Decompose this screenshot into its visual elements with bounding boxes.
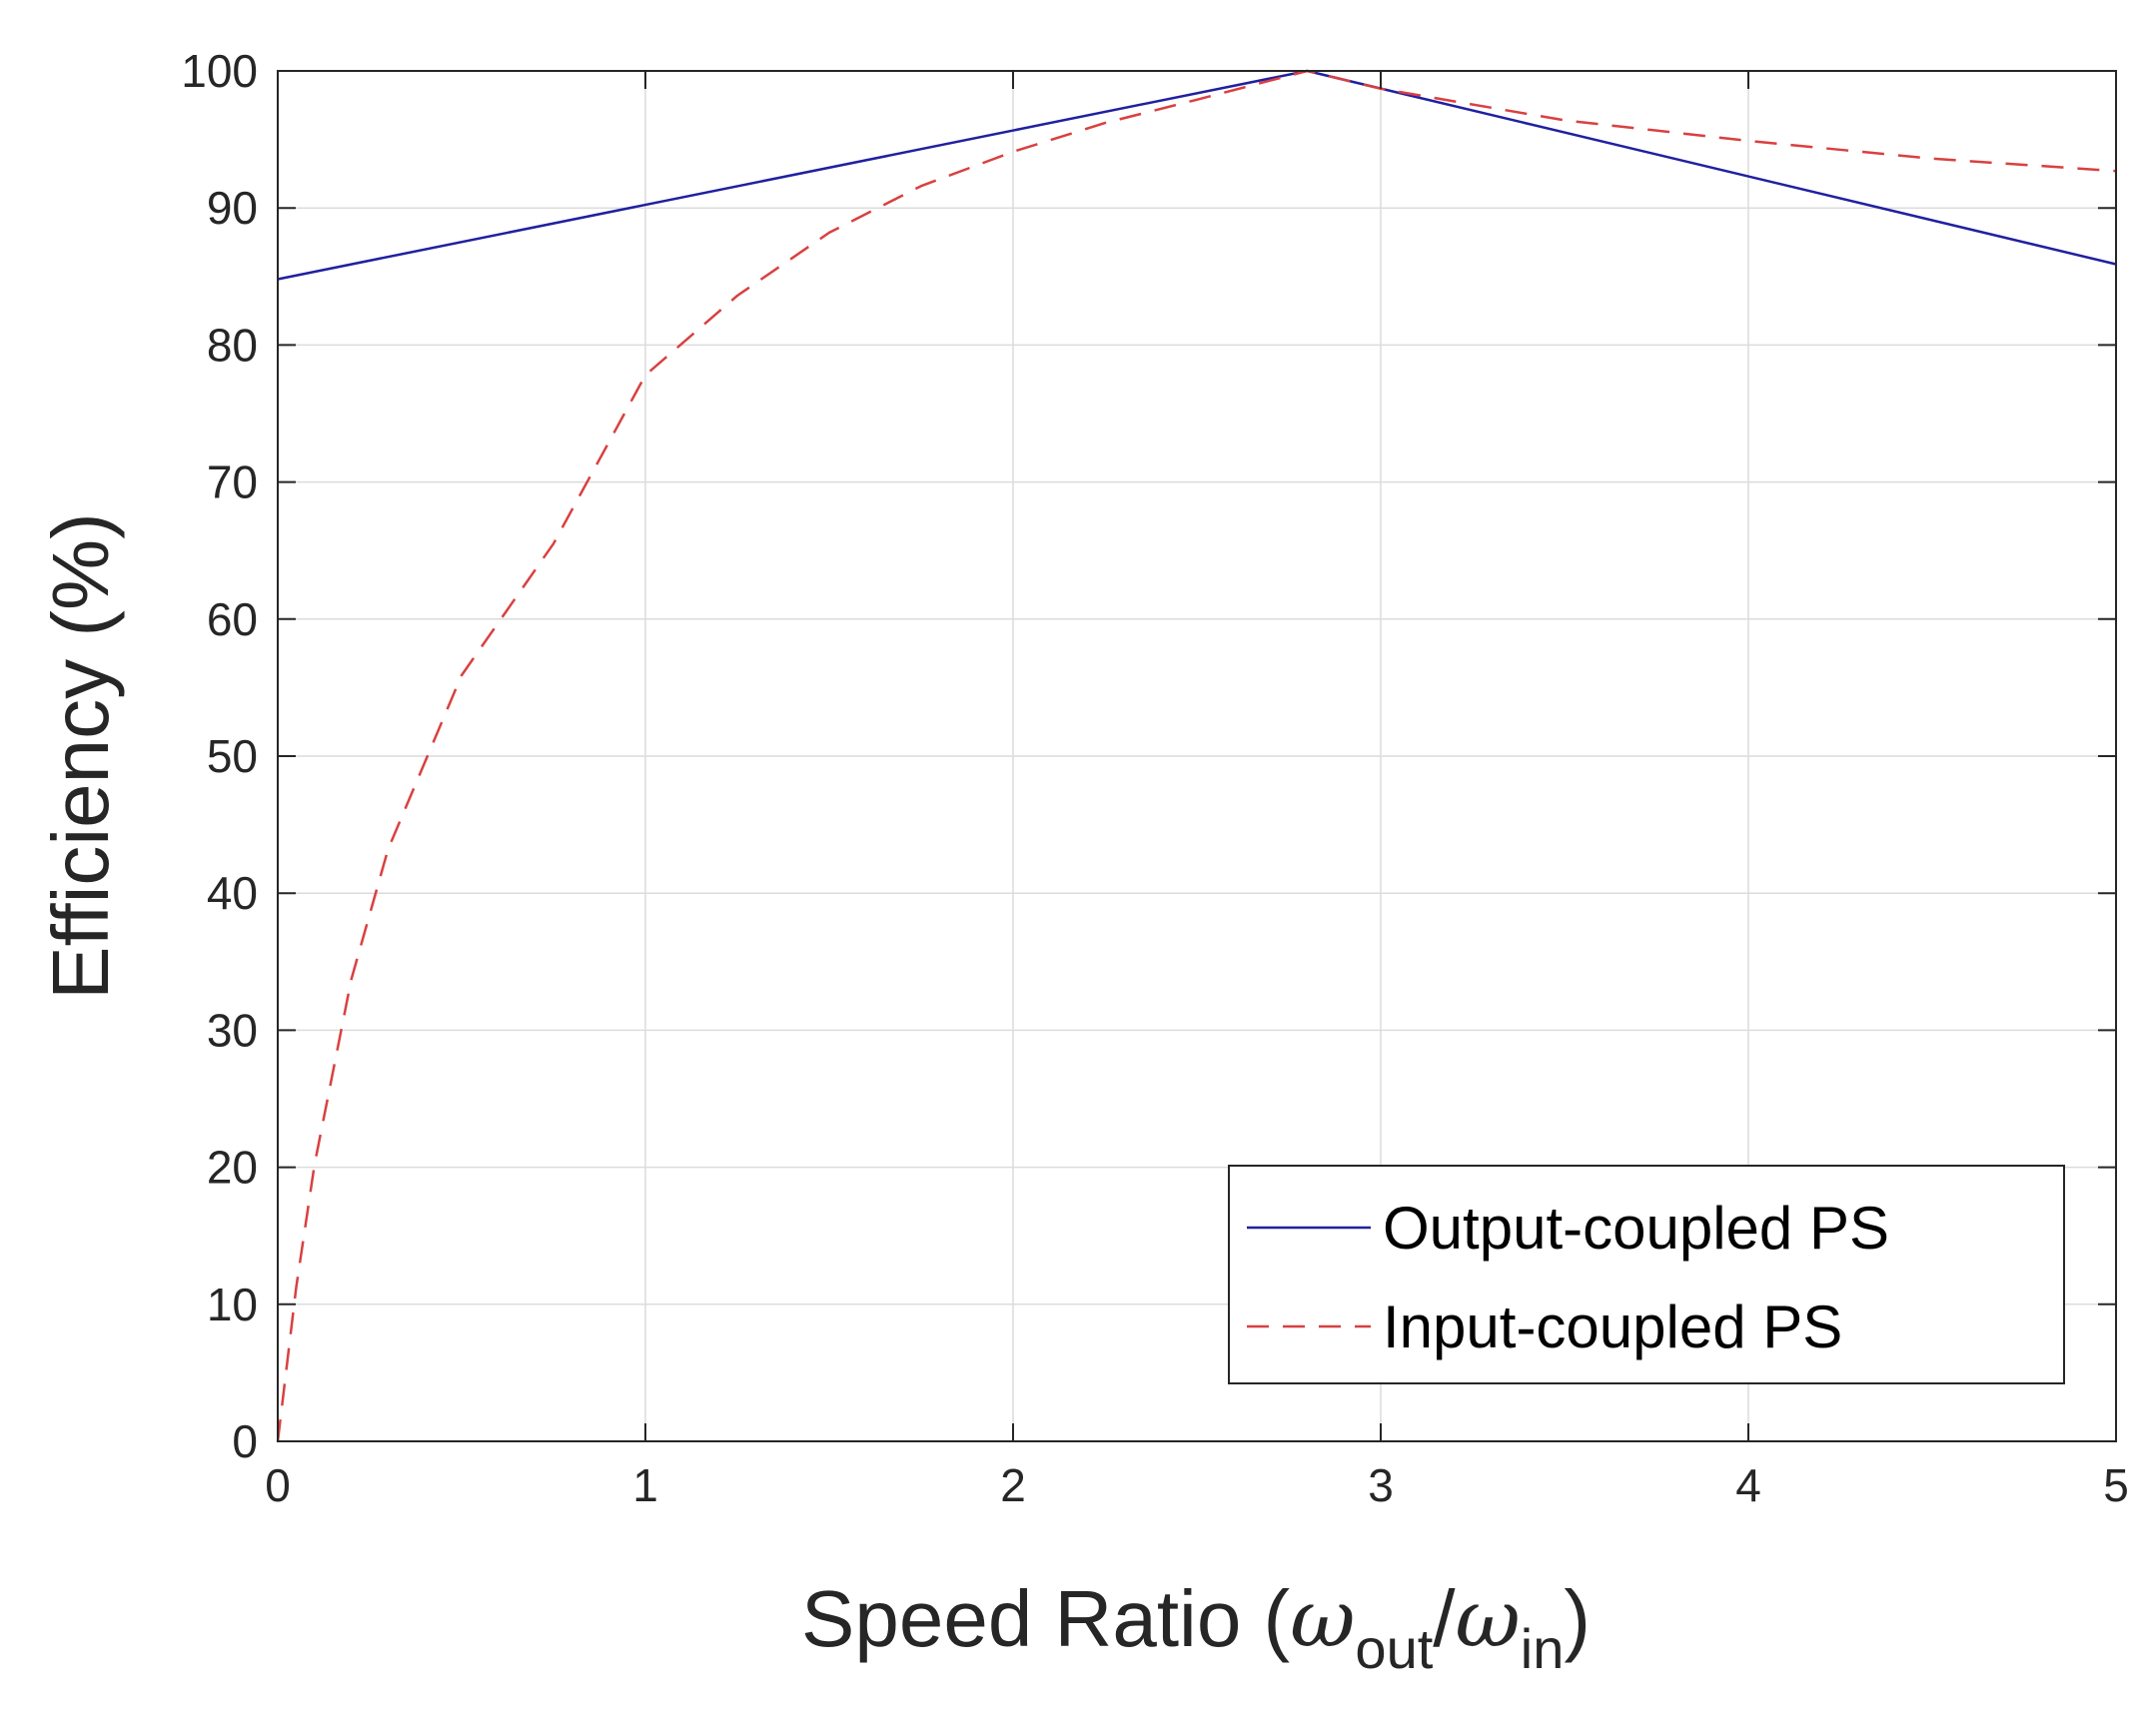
- y-tick-label: 10: [207, 1279, 258, 1330]
- y-tick-label: 80: [207, 319, 258, 371]
- y-tick-label: 100: [181, 45, 258, 97]
- legend-box: [1228, 1165, 2065, 1384]
- ticks: [277, 70, 2117, 1442]
- y-tick-label: 20: [207, 1142, 258, 1194]
- x-axis-slash: /: [1433, 1574, 1456, 1663]
- y-tick-label: 30: [207, 1004, 258, 1056]
- x-axis-subscript-in: in: [1521, 1617, 1565, 1680]
- legend-label-output-coupled: Output-coupled PS: [1383, 1195, 1889, 1262]
- y-tick-label: 40: [207, 867, 258, 919]
- omega-symbol-in: ω: [1456, 1572, 1521, 1665]
- y-tick-label: 0: [232, 1415, 258, 1467]
- x-axis-title-main: Speed Ratio (: [801, 1574, 1291, 1663]
- y-tick-label: 70: [207, 456, 258, 508]
- legend-label-input-coupled: Input-coupled PS: [1383, 1294, 1842, 1360]
- x-tick-label: 3: [1368, 1459, 1394, 1511]
- omega-symbol-out: ω: [1290, 1572, 1355, 1665]
- x-tick-label: 2: [1000, 1459, 1026, 1511]
- y-tick-label: 90: [207, 182, 258, 234]
- x-tick-label: 4: [1735, 1459, 1761, 1511]
- x-tick-label: 1: [632, 1459, 658, 1511]
- x-axis-title: Speed Ratio (ωout/ωin): [801, 1572, 1591, 1680]
- y-tick-label: 60: [207, 593, 258, 645]
- x-axis-subscript-out: out: [1355, 1617, 1433, 1680]
- x-axis-close-paren: ): [1564, 1574, 1591, 1663]
- y-tick-label: 50: [207, 730, 258, 782]
- y-axis-title: Efficiency (%): [36, 512, 125, 1000]
- x-tick-label: 5: [2103, 1459, 2129, 1511]
- legend: Output-coupled PS Input-coupled PS: [1228, 1165, 2065, 1384]
- grid: [277, 70, 2117, 1442]
- x-tick-label: 0: [265, 1459, 291, 1511]
